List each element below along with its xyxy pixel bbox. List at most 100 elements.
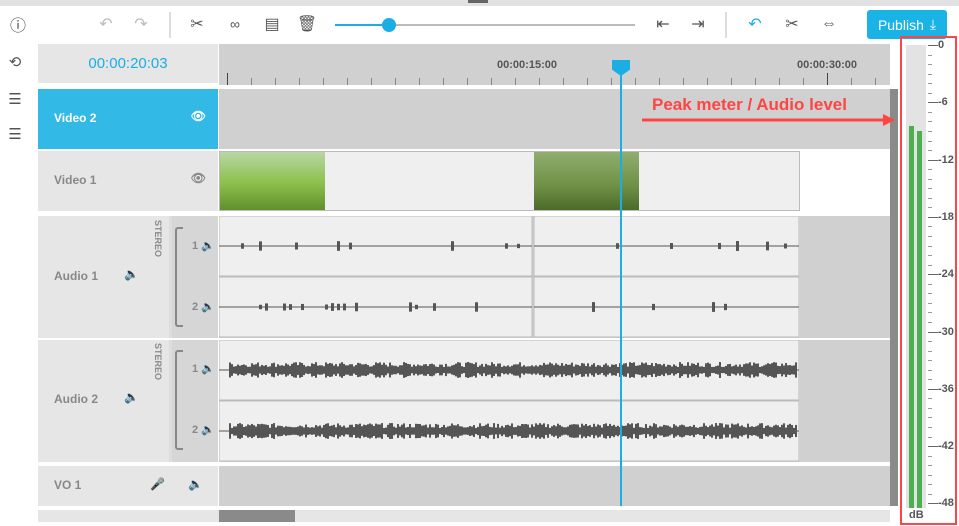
- waveform-peak: [505, 366, 507, 374]
- meter-minor-tick: [928, 283, 932, 285]
- vertical-scrollbar[interactable]: [890, 89, 898, 506]
- channel-2[interactable]: 2 🔈: [192, 301, 215, 313]
- redo-icon[interactable]: ↷: [134, 16, 148, 33]
- waveform-peak: [637, 423, 639, 439]
- waveform-peak: [781, 424, 783, 438]
- eye-icon[interactable]: 👁: [190, 109, 206, 123]
- channel-panel: [169, 340, 218, 462]
- ruler-tick: [275, 78, 276, 85]
- waveform-peak: [295, 242, 298, 250]
- zoom-slider[interactable]: [335, 18, 635, 32]
- waveform-peak: [681, 363, 683, 377]
- move-left-icon[interactable]: ⇤: [656, 16, 670, 33]
- track-name: Video 1: [54, 173, 97, 187]
- ruler-tick: [539, 78, 540, 85]
- audio-2-waveform[interactable]: [219, 340, 890, 462]
- waveform-peak: [267, 425, 269, 437]
- waveform-peak: [493, 423, 495, 439]
- mic-muted-icon[interactable]: 🎤: [150, 477, 165, 491]
- waveform-peak: [657, 427, 659, 435]
- playhead-line[interactable]: [620, 70, 622, 506]
- waveform-peak: [269, 366, 271, 374]
- scissors-icon[interactable]: ✂: [190, 16, 204, 33]
- info-icon[interactable]: ⓘ: [9, 18, 26, 35]
- waveform-peak: [724, 303, 727, 311]
- waveform-peak: [683, 365, 685, 375]
- fit-icon[interactable]: ⇔: [821, 15, 837, 32]
- meter-minor-tick: [928, 293, 932, 295]
- waveform-peak: [649, 365, 651, 375]
- eye-icon[interactable]: 👁: [190, 171, 206, 185]
- waveform-peak: [431, 427, 433, 435]
- waveform-peak: [395, 365, 397, 375]
- waveform-peak: [307, 427, 309, 435]
- publish-button[interactable]: Publish ⤓: [867, 10, 947, 39]
- move-right-icon[interactable]: ⇥: [691, 16, 705, 33]
- waveform-peak: [339, 363, 341, 377]
- ripple-cut-icon[interactable]: ✂: [785, 16, 799, 33]
- waveform-peak: [731, 423, 733, 439]
- waveform-peak: [317, 365, 319, 375]
- waveform-peak: [267, 366, 269, 374]
- channel-1[interactable]: 1 🔈: [192, 240, 215, 252]
- track-lane-audio-1[interactable]: [219, 216, 890, 338]
- waveform-peak: [259, 304, 262, 310]
- speaker-icon[interactable]: 🔈: [188, 477, 203, 491]
- track-lane-audio-2[interactable]: [219, 340, 890, 462]
- horizontal-scrollbar[interactable]: [38, 510, 890, 522]
- waveform-peak: [749, 426, 751, 436]
- add-track-icon[interactable]: ☰: [8, 91, 22, 108]
- publish-label: Publish: [877, 16, 924, 33]
- track-header-video-1[interactable]: Video 1 👁: [38, 151, 218, 211]
- channel-1[interactable]: 1 🔈: [192, 363, 215, 375]
- track-header-vo-1[interactable]: VO 1 🎤 🔈: [38, 466, 218, 506]
- channel-2[interactable]: 2 🔈: [192, 424, 215, 436]
- meter-minor-tick: [928, 73, 932, 75]
- horizontal-scrollbar-thumb[interactable]: [219, 510, 295, 522]
- waveform-peak: [293, 427, 295, 435]
- waveform-peak: [383, 362, 385, 378]
- meter-tick: [928, 102, 938, 104]
- waveform-peak: [479, 365, 481, 375]
- timeline-ruler[interactable]: 00:00:15:00 00:00:30:00: [219, 44, 890, 85]
- audio-1-waveform[interactable]: [219, 216, 890, 338]
- waveform-peak: [645, 362, 647, 378]
- magnet-icon[interactable]: ↶: [748, 16, 762, 33]
- zoom-slider-knob[interactable]: [382, 18, 396, 32]
- remove-track-icon[interactable]: ☰: [8, 126, 22, 143]
- waveform-peak: [403, 362, 405, 378]
- track-header-video-2[interactable]: Video 2 👁: [38, 89, 218, 149]
- waveform-peak: [545, 427, 547, 435]
- reset-icon[interactable]: ⟲: [8, 54, 22, 71]
- waveform-peak: [791, 424, 793, 438]
- waveform-peak: [703, 423, 705, 439]
- speaker-icon[interactable]: 🔈: [124, 267, 139, 281]
- waveform-peak: [689, 426, 691, 436]
- waveform-peak: [645, 424, 647, 438]
- waveform-peak: [779, 427, 781, 435]
- clip-thumbnail: [220, 152, 325, 210]
- unlink-icon[interactable]: ∞: [230, 16, 240, 32]
- waveform-peak: [509, 366, 511, 374]
- speaker-icon[interactable]: 🔈: [124, 390, 139, 404]
- waveform-peak: [741, 366, 743, 374]
- waveform-peak: [271, 424, 273, 438]
- waveform-peak: [639, 365, 641, 375]
- track-lane-vo-1[interactable]: [219, 466, 890, 506]
- trash-icon[interactable]: 🗑: [296, 16, 318, 33]
- video-clip[interactable]: [219, 151, 800, 211]
- waveform-peak: [355, 424, 357, 438]
- playhead-marker[interactable]: [612, 60, 630, 76]
- waveform-peak: [415, 304, 418, 310]
- waveform-peak: [389, 362, 391, 378]
- waveform-peak: [289, 304, 292, 310]
- waveform-peak: [343, 303, 346, 311]
- waveform-peak: [653, 423, 655, 439]
- undo-icon[interactable]: ↶: [99, 16, 113, 33]
- waveform-peak: [781, 363, 783, 377]
- waveform-peak: [635, 365, 637, 375]
- waveform-peak: [609, 423, 611, 439]
- track-lane-video-1[interactable]: [219, 151, 890, 211]
- waveform-peak: [343, 363, 345, 377]
- align-icon[interactable]: ▤: [264, 16, 280, 33]
